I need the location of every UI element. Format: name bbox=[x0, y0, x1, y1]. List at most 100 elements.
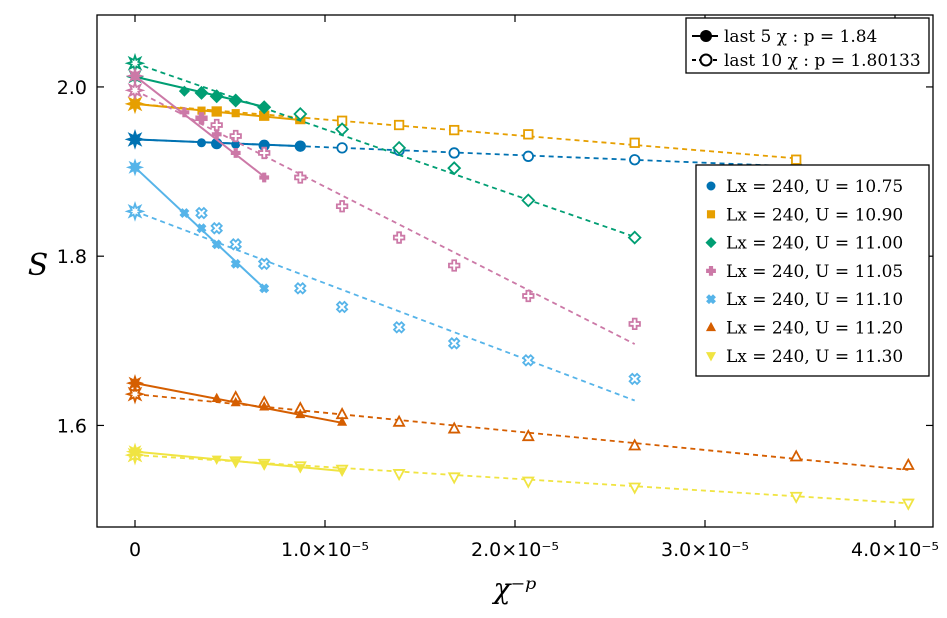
legend-marker-2 bbox=[705, 237, 717, 249]
data-point-last5 bbox=[230, 94, 242, 107]
data-point-last10 bbox=[293, 282, 307, 295]
extrapolation-last5 bbox=[125, 158, 145, 177]
data-point-last10 bbox=[447, 161, 462, 176]
fit-legend-label-last5: last 5 χ : p = 1.84 bbox=[724, 27, 877, 47]
data-point-last10 bbox=[392, 231, 406, 244]
data-point-last10 bbox=[629, 137, 640, 148]
y-axis-title: S bbox=[28, 248, 49, 283]
data-point-last10 bbox=[628, 482, 642, 495]
data-point-last10 bbox=[448, 147, 460, 159]
data-point-last5 bbox=[230, 396, 241, 407]
legend-marker-0 bbox=[706, 181, 716, 191]
data-point-last10 bbox=[521, 476, 535, 489]
series-legend: Lx = 240, U = 10.75 Lx = 240, U = 10.90 Lx… bbox=[695, 164, 930, 377]
data-point-last5 bbox=[211, 239, 222, 250]
data-point-last5 bbox=[178, 85, 190, 97]
data-point-last10 bbox=[336, 142, 348, 154]
data-point-last10 bbox=[447, 421, 461, 434]
data-point-last5 bbox=[259, 283, 270, 294]
extrapolation-last5 bbox=[125, 442, 145, 461]
series-5 bbox=[124, 374, 915, 471]
fit-line-last10 bbox=[134, 102, 797, 160]
data-point-last10 bbox=[627, 230, 642, 245]
data-point-last5 bbox=[295, 141, 305, 151]
legend-label-2: Lx = 240, U = 11.00 bbox=[726, 234, 903, 254]
data-point-last10 bbox=[522, 289, 535, 303]
legend-label-6: Lx = 240, U = 11.30 bbox=[726, 347, 903, 367]
data-point-last10 bbox=[628, 317, 641, 331]
legend-marker-1 bbox=[706, 210, 716, 219]
extrapolation-last10 bbox=[124, 79, 146, 101]
data-point-last10 bbox=[789, 449, 803, 462]
fit-line-last10 bbox=[134, 89, 636, 345]
data-point-last10 bbox=[521, 353, 535, 367]
data-point-last10 bbox=[293, 106, 308, 122]
data-point-last10 bbox=[294, 171, 307, 184]
legend-marker-4 bbox=[706, 294, 716, 305]
data-point-last10 bbox=[521, 429, 535, 442]
data-point-last5 bbox=[196, 223, 207, 234]
data-point-last5 bbox=[230, 258, 241, 269]
legend-label-0: Lx = 240, U = 10.75 bbox=[726, 177, 903, 197]
data-point-last10 bbox=[392, 140, 407, 155]
x-tick-label: 0 bbox=[129, 539, 141, 561]
x-tick-label: 2.0×10⁻⁵ bbox=[471, 539, 559, 561]
series-legend-box bbox=[695, 164, 930, 377]
data-point-last10 bbox=[210, 118, 223, 132]
data-point-last5 bbox=[295, 408, 306, 419]
data-point-last10 bbox=[335, 300, 349, 314]
data-point-last10 bbox=[258, 146, 271, 160]
data-point-last10 bbox=[210, 221, 224, 235]
extrapolation-last5 bbox=[125, 374, 145, 393]
data-point-last5 bbox=[211, 90, 223, 102]
fit-legend-filled-marker bbox=[700, 30, 712, 42]
data-point-last5 bbox=[179, 107, 190, 118]
series-4 bbox=[124, 158, 642, 402]
data-point-last5 bbox=[337, 416, 348, 426]
series-3 bbox=[124, 66, 641, 345]
data-point-last5 bbox=[197, 138, 206, 148]
data-point-last10 bbox=[392, 414, 406, 427]
data-point-last10 bbox=[229, 238, 243, 251]
data-point-last10 bbox=[629, 154, 641, 166]
data-point-last5 bbox=[211, 129, 222, 140]
fit-legend-label-last10: last 10 χ : p = 1.80133 bbox=[724, 51, 921, 71]
data-point-last10 bbox=[448, 259, 461, 272]
data-point-last10 bbox=[523, 129, 534, 140]
x-axis-title: χ⁻ᵖ bbox=[492, 572, 537, 605]
data-point-last10 bbox=[449, 124, 460, 136]
fit-line-last5 bbox=[134, 75, 265, 178]
data-point-last10 bbox=[447, 472, 461, 485]
y-tick-label: 2.0 bbox=[57, 77, 87, 99]
legend-label-3: Lx = 240, U = 11.05 bbox=[726, 262, 903, 282]
legend-marker-3 bbox=[706, 265, 716, 276]
extrapolation-last5 bbox=[125, 66, 145, 86]
series-6 bbox=[124, 442, 915, 511]
data-point-last10 bbox=[901, 457, 915, 470]
data-point-last5 bbox=[230, 458, 241, 468]
extrapolation-last5 bbox=[125, 130, 145, 149]
fit-legend: last 5 χ : p = 1.84 last 10 χ : p = 1.80… bbox=[685, 17, 930, 74]
data-point-last10 bbox=[392, 469, 406, 482]
fit-legend-box bbox=[685, 17, 930, 74]
data-point-last10 bbox=[195, 206, 208, 220]
data-point-last10 bbox=[628, 438, 642, 451]
x-tick-label: 1.0×10⁻⁵ bbox=[281, 539, 369, 561]
axes-layer: 0 1.0×10⁻⁵ 2.0×10⁻⁵ 3.0×10⁻⁵ 4.0×10⁻⁵ 1.6 1.8 2… bbox=[57, 15, 939, 561]
x-tick-label: 4.0×10⁻⁵ bbox=[851, 539, 939, 561]
data-point-last10 bbox=[901, 498, 915, 511]
fit-legend-open-marker bbox=[699, 53, 713, 67]
series-1 bbox=[124, 93, 802, 165]
data-point-last10 bbox=[521, 193, 536, 208]
extrapolation-last5 bbox=[125, 94, 145, 113]
data-point-last5 bbox=[259, 460, 270, 471]
data-point-last10 bbox=[335, 200, 349, 213]
data-point-last5 bbox=[195, 87, 208, 99]
legend-marker-5 bbox=[705, 321, 717, 332]
data-point-last10 bbox=[257, 257, 271, 271]
data-point-last10 bbox=[335, 122, 350, 137]
data-point-last5 bbox=[259, 401, 270, 411]
y-tick-label: 1.8 bbox=[57, 246, 87, 268]
data-point-last10 bbox=[392, 320, 406, 334]
